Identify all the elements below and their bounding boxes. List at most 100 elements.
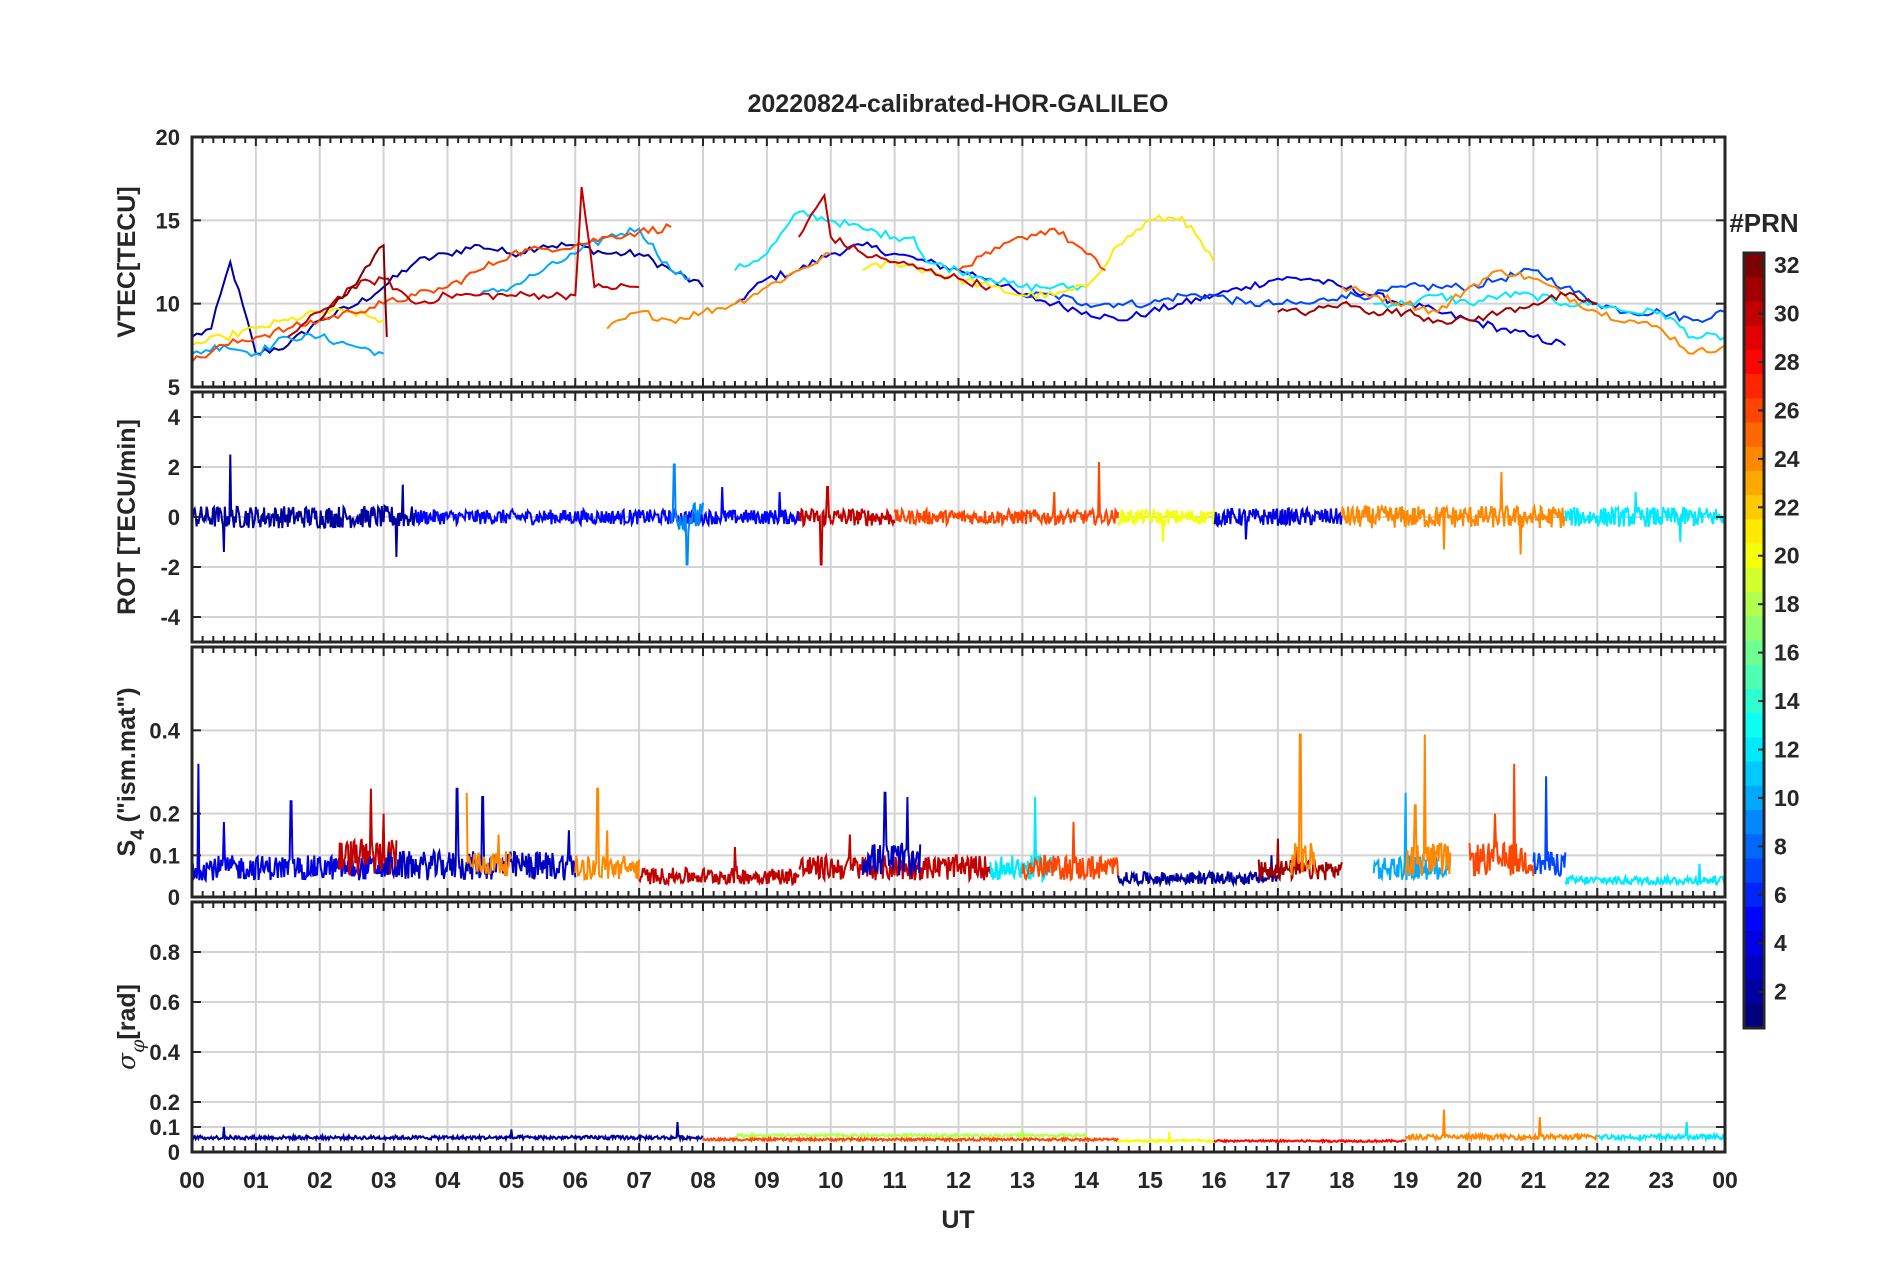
- y-axis-title: S4 ("ism.mat"): [113, 687, 149, 856]
- colorbar-bin: [1744, 422, 1764, 448]
- colorbar-tick-label: 4: [1774, 930, 1787, 956]
- vtec-series-prn-26: [192, 223, 672, 363]
- colorbar-bin: [1744, 253, 1764, 278]
- colorbar-bin: [1744, 374, 1764, 399]
- sigma_phi-series-prn-18: [734, 1129, 1088, 1140]
- rot-series-prn-12: [1564, 491, 1725, 543]
- x-tick-label: 23: [1648, 1167, 1674, 1193]
- chart-title: 20220824-calibrated-HOR-GALILEO: [748, 90, 1169, 118]
- colorbar-tick-label: 8: [1774, 833, 1787, 859]
- panel-vtec: 5 10 15 20 VTEC[TECU]: [113, 125, 1727, 400]
- x-tick-label: 10: [818, 1167, 844, 1193]
- x-tick-label: 05: [499, 1167, 525, 1193]
- colorbar-bin: [1744, 810, 1764, 835]
- sigma_phi-series-prn-20: [1117, 1131, 1215, 1145]
- colorbar-bin: [1744, 398, 1764, 424]
- y-tick-label: 10: [156, 292, 180, 317]
- vtec-series-prn-31: [1277, 291, 1598, 325]
- colorbar-bin: [1744, 567, 1764, 593]
- colorbar-bin: [1744, 979, 1764, 1005]
- y-tick-label: 0.2: [149, 802, 180, 827]
- colorbar-tick-label: 26: [1774, 397, 1800, 423]
- colorbar-bin: [1744, 349, 1764, 375]
- vtec-series-prn-30: [287, 186, 640, 338]
- x-tick-label: 08: [690, 1167, 716, 1193]
- sigma_phi-series-prn-24: [1404, 1109, 1599, 1143]
- x-axis-title: UT: [941, 1206, 974, 1234]
- x-tick-label: 17: [1265, 1167, 1291, 1193]
- colorbar-bin: [1744, 640, 1764, 666]
- vtec-series-prn-32: [319, 243, 388, 338]
- colorbar-bin: [1744, 495, 1764, 521]
- colorbar-bin: [1744, 301, 1764, 327]
- sigma_phi-series-prn-28: [1213, 1138, 1407, 1145]
- colorbar-tick-label: 18: [1774, 591, 1800, 617]
- y-tick-label: 20: [156, 125, 180, 150]
- vtec-series-prn-21: [862, 214, 1215, 301]
- colorbar-bin: [1744, 688, 1764, 714]
- x-tick-label: 02: [307, 1167, 333, 1193]
- colorbar-bin: [1744, 858, 1764, 884]
- sigma_phi-series-prn-12: [1597, 1121, 1725, 1144]
- s4-series-prn-24: [1289, 733, 1318, 876]
- s4-series-prn-30: [798, 834, 992, 884]
- colorbar-tick-label: 22: [1774, 494, 1800, 520]
- colorbar-tick-label: 12: [1774, 736, 1800, 762]
- series-group: [192, 186, 1725, 363]
- y-tick-label: 0: [168, 885, 180, 910]
- x-tick-label: 13: [1010, 1167, 1036, 1193]
- colorbar-bin: [1744, 519, 1764, 545]
- colorbar-bin: [1744, 470, 1764, 496]
- colorbar-tick-label: 6: [1774, 882, 1787, 908]
- colorbar-tick-label: 28: [1774, 349, 1800, 375]
- y-tick-label: 0: [168, 1140, 180, 1165]
- vtec-series-prn-10: [478, 226, 691, 297]
- x-tick-label: 09: [754, 1167, 780, 1193]
- s4-series-prn-7: [1532, 776, 1567, 878]
- s4-series-prn-24: [574, 787, 641, 882]
- y-tick-label: 0.1: [149, 1115, 180, 1140]
- vtec-series-prn-4: [734, 241, 1566, 347]
- x-tick-label: 00: [179, 1167, 205, 1193]
- s4-series-prn-2: [1117, 855, 1279, 888]
- y-tick-label: 15: [156, 208, 180, 233]
- x-tick-label: 06: [562, 1167, 588, 1193]
- y-axis-title-rest: ("ism.mat"): [113, 687, 141, 829]
- y-tick-label: 4: [168, 405, 181, 430]
- y-axis-title-rest: [rad]: [113, 984, 141, 1040]
- rot-series-prn-9: [670, 463, 704, 566]
- y-tick-label: 0.8: [149, 940, 180, 965]
- sigma_phi-series-prn-26: [702, 1135, 1119, 1144]
- rot-series-prn-30: [797, 486, 896, 566]
- vtec-series-prn-12: [734, 209, 1087, 293]
- x-tick-label: 20: [1457, 1167, 1483, 1193]
- s4-series-prn-3: [382, 787, 577, 881]
- s4-series-prn-30: [638, 846, 800, 887]
- s4-series-prn-4: [192, 763, 384, 884]
- colorbar-bin: [1744, 906, 1764, 932]
- s4-series-prn-31: [1257, 838, 1343, 883]
- y-axis-title-main: σ: [112, 1052, 141, 1070]
- rot-series-prn-2: [192, 454, 417, 558]
- s4-series-prn-12: [1564, 863, 1725, 888]
- y-tick-label: 0.1: [149, 843, 180, 868]
- colorbar-tick-label: 30: [1774, 301, 1800, 327]
- colorbar-bin: [1744, 592, 1764, 617]
- s4-series-prn-26: [1468, 763, 1535, 877]
- y-axis-title-main: S: [113, 840, 141, 857]
- rot-series-prn-26: [893, 461, 1120, 529]
- series-group: [192, 1109, 1725, 1145]
- colorbar-bin: [1744, 761, 1764, 787]
- x-tick-label: 03: [371, 1167, 397, 1193]
- x-tick-label: 21: [1521, 1167, 1547, 1193]
- rot-series-prn-24: [1340, 471, 1566, 555]
- x-tick-label: 12: [946, 1167, 972, 1193]
- colorbar-tick-label: 24: [1774, 446, 1800, 472]
- panel-sigma-phi: 00.10.20.40.60.8σφ[rad]: [112, 900, 1727, 1165]
- colorbar-frame: [1742, 251, 1766, 1030]
- colorbar-bin: [1744, 277, 1764, 303]
- x-tick-label: 01: [243, 1167, 269, 1193]
- s4-series-prn-24: [465, 792, 513, 877]
